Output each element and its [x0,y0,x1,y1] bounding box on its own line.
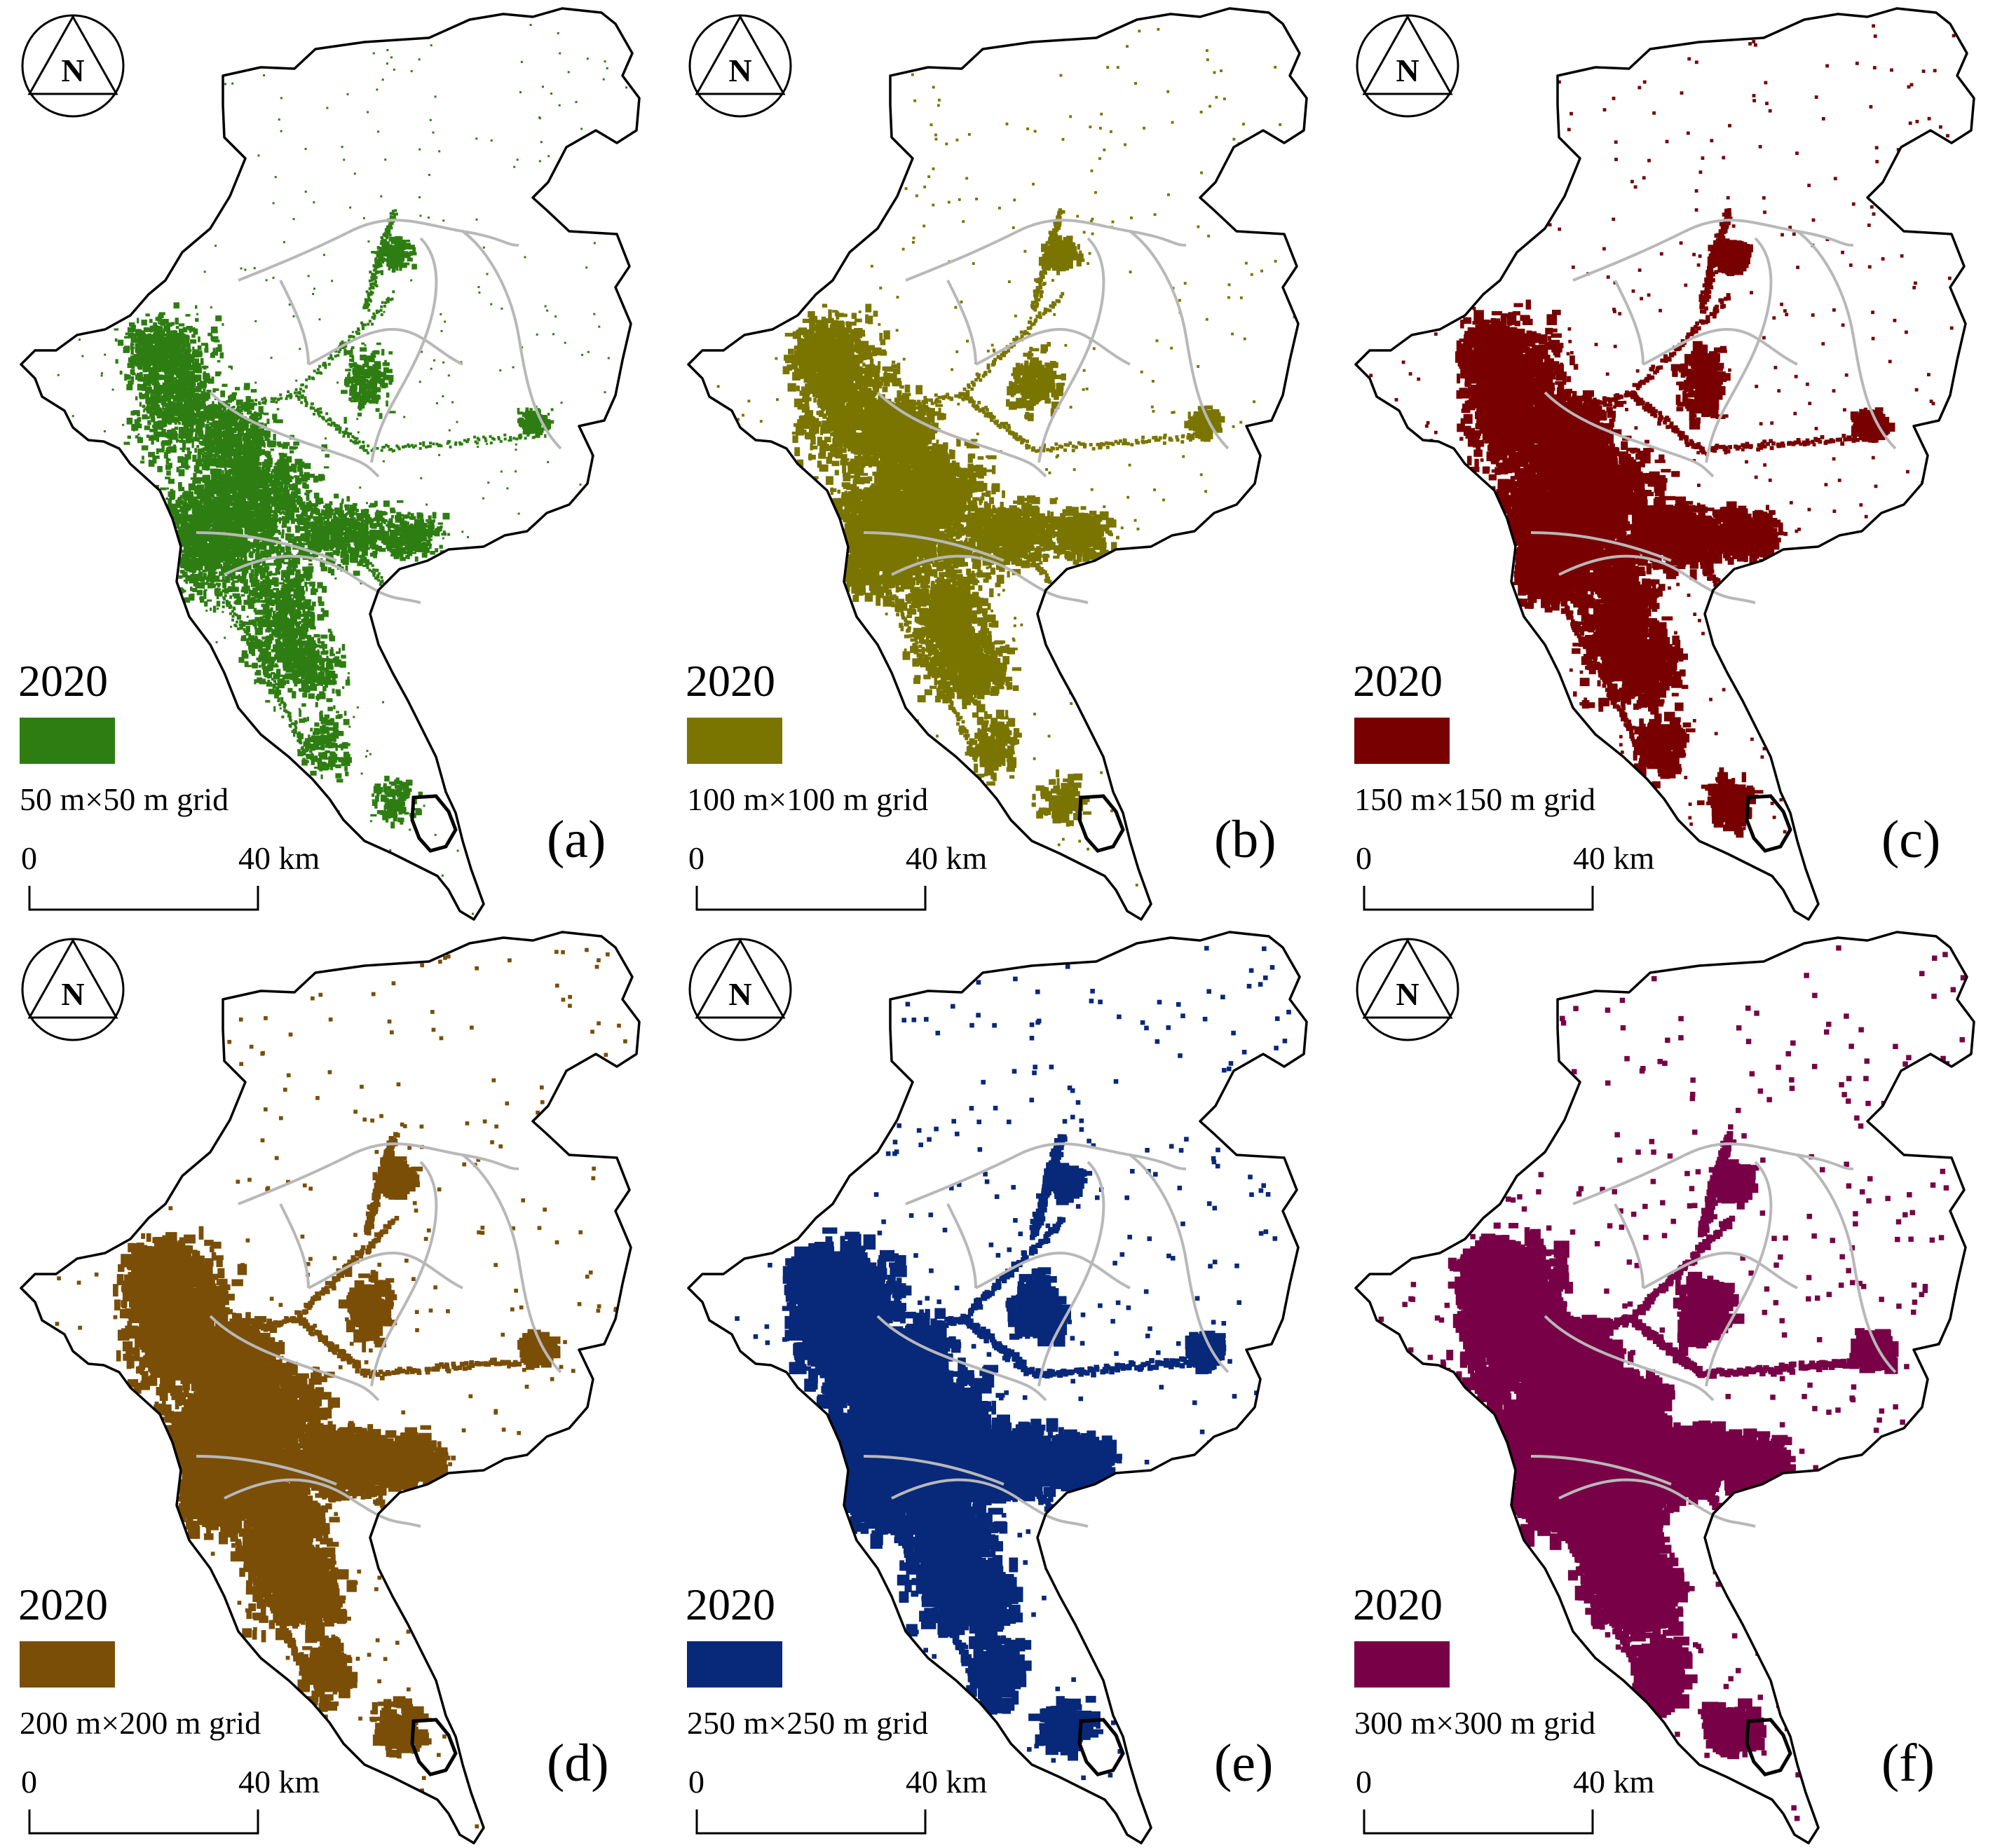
scale-bar-end: 40 km [1573,1766,1654,1798]
scale-bar-end: 40 km [238,842,320,875]
scale-bar [695,1809,927,1835]
north-label: N [61,976,84,1012]
scale-bar-end: 40 km [906,1766,987,1798]
north-label: N [728,976,751,1012]
island-outline [1077,1718,1125,1777]
legend-grid-label: 100 m×100 m grid [687,783,928,816]
district-boundaries [863,1142,1230,1528]
scale-bar-end: 40 km [1573,842,1654,875]
legend-swatch [1354,1641,1450,1688]
study-area-boundary [687,7,1308,921]
district-boundaries [196,219,562,604]
built-up-land-layer [1378,945,1966,1821]
built-up-land-layer [57,24,628,915]
scale-bar [28,886,259,911]
island-outline [1077,794,1125,853]
legend-grid-label: 300 m×300 m grid [1354,1707,1595,1739]
scale-bar-start: 0 [21,842,37,875]
legend-year: 2020 [18,659,108,704]
panel-label: (b) [1214,813,1276,866]
legend-grid-label: 50 m×50 m grid [20,783,229,816]
built-up-land-layer [735,945,1291,1781]
scale-bar-start: 0 [21,1766,37,1798]
study-area-boundary [1354,931,1975,1844]
map-panel-f: N 2020 300 m×300 m grid (f) 0 40 km [1335,924,2002,1847]
panel-label: (a) [547,813,606,866]
built-up-land-layer [1369,24,1962,838]
scale-bar [28,1809,259,1835]
north-label: N [1396,976,1419,1012]
built-up-land-layer [55,947,627,1828]
study-area-map [20,931,641,1844]
map-panel-d: N 2020 200 m×200 m grid (d) 0 40 km [0,924,667,1847]
legend-year: 2020 [1353,659,1443,704]
district-boundaries [1530,219,1897,604]
legend-swatch [687,1641,782,1688]
map-panel-e: N 2020 250 m×250 m grid (e) 0 40 km [667,924,1335,1847]
island-outline [410,794,458,853]
scale-bar-start: 0 [1356,842,1372,875]
district-boundaries [863,219,1230,604]
scale-bar-end: 40 km [238,1766,320,1798]
study-area-map [687,7,1308,921]
scale-bar-start: 0 [1356,1766,1372,1798]
panel-label: (e) [1214,1737,1273,1790]
legend-year: 2020 [686,659,775,704]
district-boundaries [1530,1142,1897,1528]
island-outline [410,1718,458,1777]
island-outline [1745,794,1792,853]
study-area-boundary [1354,7,1975,921]
district-boundaries [196,1142,562,1528]
legend-year: 2020 [686,1582,775,1627]
legend-swatch [20,1641,115,1688]
study-area-map [1354,7,1975,921]
north-arrow-icon: N [21,14,125,118]
north-arrow-icon: N [1356,938,1459,1041]
study-area-map [1354,931,1975,1844]
study-area-map [687,931,1308,1844]
island-outline [1745,1718,1792,1777]
panel-label: (c) [1881,813,1940,866]
scale-bar [1363,886,1594,911]
north-arrow-icon: N [688,14,792,118]
legend-year: 2020 [1353,1582,1443,1627]
scale-bar-start: 0 [688,842,704,875]
panel-label: (f) [1881,1737,1935,1790]
study-area-boundary [687,931,1308,1844]
north-arrow-icon: N [1356,14,1459,118]
legend-swatch [20,718,115,764]
north-label: N [61,53,84,88]
scale-bar [1363,1809,1594,1835]
scale-bar [695,886,927,911]
legend-grid-label: 250 m×250 m grid [687,1707,928,1739]
panel-label: (d) [547,1737,609,1790]
legend-swatch [1354,718,1450,764]
north-label: N [1396,53,1419,88]
study-area-boundary [20,7,641,921]
built-up-land-layer [716,27,1296,887]
north-arrow-icon: N [688,938,792,1041]
study-area-boundary [20,931,641,1844]
study-area-map [20,7,641,921]
north-label: N [728,53,751,88]
legend-grid-label: 200 m×200 m grid [20,1707,261,1739]
legend-year: 2020 [18,1582,108,1627]
scale-bar-end: 40 km [906,842,987,875]
scale-bar-start: 0 [688,1766,704,1798]
map-panel-b: N 2020 100 m×100 m grid (b) 0 40 km [667,0,1335,924]
map-panel-a: N 2020 50 m×50 m grid (a) 0 40 km [0,0,667,924]
north-arrow-icon: N [21,938,125,1041]
legend-swatch [687,718,782,764]
legend-grid-label: 150 m×150 m grid [1354,783,1595,816]
map-panel-c: N 2020 150 m×150 m grid (c) 0 40 km [1335,0,2002,924]
